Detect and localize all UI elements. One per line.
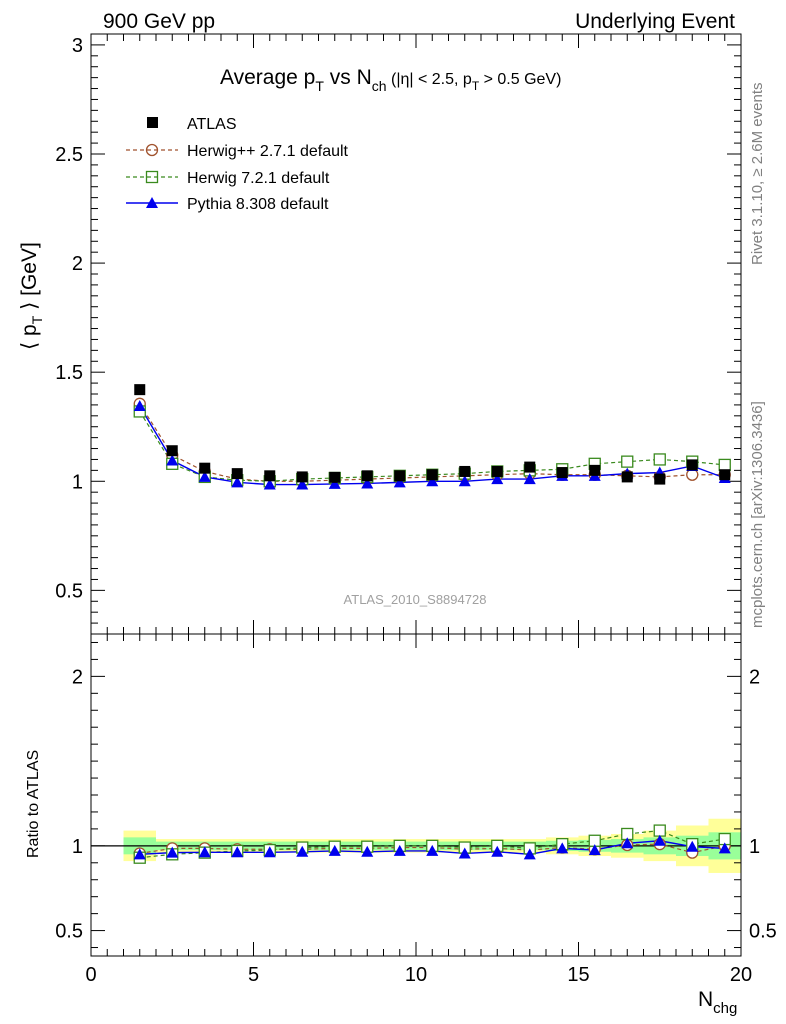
main-y-tick-label: 3 (72, 35, 83, 57)
analysis-watermark: ATLAS_2010_S8894728 (344, 592, 487, 607)
main-point-atlas (686, 459, 698, 471)
ratio-point-pythia (198, 846, 211, 858)
legend-herwig7-marker (145, 170, 159, 184)
ratio-point-pythia (328, 844, 341, 856)
ratio-panel-frame (90, 633, 742, 957)
main-y-tick-label: 2.5 (55, 144, 83, 166)
legend-herwigpp-label: Herwig++ 2.7.1 default (187, 143, 349, 160)
main-point-herwig7 (621, 455, 634, 468)
main-point-atlas (361, 470, 373, 482)
main-y-axis-label: ⟨ pT ⟩ [GeV] (18, 242, 45, 350)
legend-atlas-label: ATLAS (187, 116, 237, 133)
legend: ATLAS Herwig++ 2.7.1 default Herwig 7.2.… (126, 116, 349, 213)
ratio-point-pythia (556, 842, 569, 854)
ratio-y-axis-label: Ratio to ATLAS (25, 750, 42, 858)
main-point-pythia (296, 478, 309, 490)
mcplots-reference-label: mcplots.cern.ch [arXiv:1306.3436] (749, 401, 766, 628)
main-y-tick-label: 1 (72, 471, 83, 493)
main-point-pythia (166, 454, 179, 466)
ratio-panel: 0.5 0.51 12 20 5 10 15 20 (55, 633, 777, 986)
ratio-series-group (133, 824, 731, 864)
main-point-atlas (394, 470, 406, 482)
main-point-pythia (328, 477, 341, 489)
main-point-pythia (231, 476, 244, 488)
x-tick-label: 15 (567, 964, 589, 986)
main-point-atlas (134, 384, 146, 396)
x-tick-label: 0 (85, 964, 96, 986)
ratio-y-tick-label: 2 (72, 666, 83, 688)
main-point-atlas (459, 465, 471, 477)
x-tick-label: 20 (730, 964, 752, 986)
main-point-atlas (264, 470, 276, 482)
rivet-version-label: Rivet 3.1.10, ≥ 2.6M events (749, 83, 766, 266)
ratio-point-pythia (166, 846, 179, 858)
main-point-pythia (393, 476, 406, 488)
main-point-atlas (491, 465, 503, 477)
ratio-point-pythia (718, 842, 731, 854)
ratio-point-pythia (231, 846, 244, 858)
main-point-atlas (719, 469, 731, 481)
ratio-y-tick-label: 0.5 (55, 921, 83, 943)
main-point-atlas (621, 471, 633, 483)
main-point-atlas (166, 445, 178, 457)
main-point-atlas (524, 461, 536, 473)
main-y-tick-label: 2 (72, 253, 83, 275)
main-point-herwig7 (718, 458, 731, 472)
legend-atlas-marker (147, 117, 158, 128)
main-point-pythia (198, 470, 211, 482)
ratio-axis-ticks: 0.5 0.51 12 20 5 10 15 20 (55, 634, 777, 986)
main-point-atlas (426, 469, 438, 481)
ratio-point-pythia (621, 837, 634, 849)
main-point-pythia (133, 400, 146, 411)
ratio-point-pythia (686, 840, 699, 852)
x-tick-label: 10 (405, 964, 427, 986)
ratio-point-pythia (426, 844, 439, 856)
ratio-y-tick-label: 1 (72, 836, 83, 858)
legend-herwigpp-marker (145, 143, 159, 157)
main-point-atlas (556, 467, 568, 479)
ratio-point-pythia (133, 848, 146, 860)
main-point-pythia (263, 478, 276, 490)
main-point-pythia (426, 475, 439, 487)
main-point-herwig7 (653, 453, 666, 466)
main-point-atlas (199, 462, 211, 474)
legend-pythia-marker (146, 197, 158, 208)
ratio-point-pythia (296, 845, 309, 857)
ratio-point-herwig7 (653, 824, 666, 837)
main-point-pythia (458, 475, 471, 487)
legend-pythia-label: Pythia 8.308 default (187, 196, 329, 213)
main-point-atlas (296, 471, 308, 483)
ratio-point-pythia (458, 847, 471, 859)
ratio-point-pythia (588, 844, 601, 856)
main-point-atlas (231, 468, 243, 480)
ratio-point-pythia (523, 848, 536, 860)
ratio-y-tick-label-right: 2 (749, 666, 760, 688)
ratio-point-pythia (361, 845, 374, 857)
main-y-tick-label: 0.5 (55, 580, 83, 602)
main-point-pythia (523, 473, 536, 485)
ratio-point-pythia (393, 844, 406, 856)
main-point-atlas (654, 473, 666, 485)
main-y-tick-label: 1.5 (55, 362, 83, 384)
legend-herwig7-label: Herwig 7.2.1 default (187, 170, 330, 187)
main-point-atlas (589, 464, 601, 476)
ratio-point-pythia (263, 846, 276, 858)
x-axis-label: Nchg (698, 988, 737, 1017)
main-panel: 0.5 1 1.5 2 2.5 3 (55, 33, 742, 635)
main-point-pythia (361, 477, 374, 489)
ratio-point-pythia (653, 834, 666, 846)
plot-title: Average pT vs Nch (|η| < 2.5, pT > 0.5 G… (220, 66, 561, 94)
header-left: 900 GeV pp (103, 10, 215, 33)
main-axis-ticks: 0.5 1 1.5 2 2.5 3 (55, 33, 742, 634)
x-tick-label: 5 (248, 964, 259, 986)
ratio-point-pythia (491, 845, 504, 857)
main-point-atlas (329, 471, 341, 483)
ratio-y-tick-label-right: 0.5 (749, 921, 777, 943)
main-point-pythia (491, 473, 504, 485)
main-series-group (133, 384, 731, 490)
ratio-y-tick-label-right: 1 (749, 836, 760, 858)
header-right: Underlying Event (575, 10, 735, 33)
